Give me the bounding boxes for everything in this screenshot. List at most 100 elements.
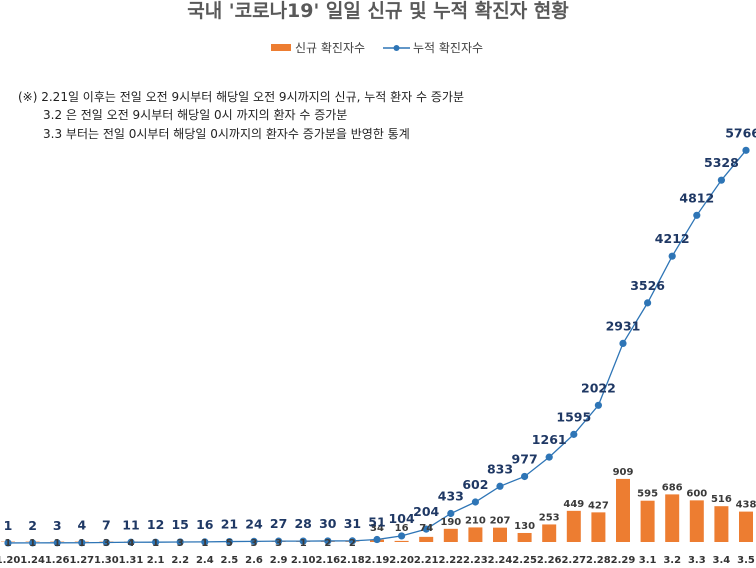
cumulative-point	[250, 537, 258, 545]
cumulative-point	[693, 211, 701, 219]
cumulative-point	[299, 537, 307, 545]
new-cases-bar	[468, 527, 483, 542]
cumulative-point	[422, 525, 430, 533]
cumulative-label: 2931	[606, 318, 641, 333]
cumulative-point	[742, 146, 750, 154]
new-cases-label: 3	[275, 538, 282, 549]
note-line-3: 3.3 부터는 전일 0시부터 해당일 0시까지의 환자수 증가분을 반영한 통…	[43, 127, 410, 141]
cumulative-label: 433	[438, 489, 464, 504]
x-tick-label: 2.2	[171, 555, 189, 566]
new-cases-bar	[443, 528, 458, 542]
new-cases-bars	[1, 478, 753, 542]
cumulative-labels: 1 2 3 4 7 11 12 15 16 21 24 27 28 30 31 51 1042044336028…	[4, 125, 756, 533]
cumulative-point	[545, 453, 553, 461]
cumulative-label: 28	[294, 516, 311, 531]
x-tick-label: 2.19	[365, 555, 390, 566]
cumulative-point	[324, 537, 332, 545]
cumulative-point	[348, 537, 356, 545]
cumulative-label: 30	[319, 516, 337, 531]
cumulative-point	[275, 537, 283, 545]
x-tick-label: 2.20	[389, 555, 414, 566]
new-cases-bar	[419, 536, 434, 542]
cumulative-label: 204	[413, 504, 439, 519]
x-tick-label: 2.21	[414, 555, 439, 566]
new-cases-label: 130	[514, 521, 535, 532]
cumulative-label: 2	[28, 518, 37, 533]
new-cases-label: 516	[711, 494, 732, 505]
legend-new-label: 신규 확진자수	[295, 41, 365, 55]
cumulative-label: 602	[462, 477, 488, 492]
new-cases-bar	[566, 510, 581, 542]
cumulative-point	[201, 538, 209, 546]
cumulative-point	[398, 532, 406, 540]
new-cases-label: 207	[490, 516, 511, 527]
x-tick-label: 3.4	[713, 555, 731, 566]
new-cases-bar	[591, 512, 606, 542]
x-tick-label: 3.3	[688, 555, 706, 566]
new-cases-label: 1	[78, 538, 85, 549]
cumulative-point	[225, 537, 233, 546]
new-cases-label: 1	[300, 538, 307, 549]
new-cases-bar	[665, 494, 680, 542]
cumulative-polyline	[7, 149, 747, 544]
new-cases-label: 686	[662, 482, 683, 493]
x-tick-label: 2.27	[561, 555, 586, 566]
cumulative-point	[521, 472, 529, 481]
chart-title: 국내 '코로나19' 일일 신규 및 누적 확진자 현황	[187, 0, 569, 22]
new-cases-bar	[616, 478, 630, 542]
new-cases-bar	[714, 506, 729, 542]
x-tick-label: 2.10	[291, 555, 316, 566]
new-cases-label: 3	[251, 538, 258, 549]
cumulative-label: 977	[512, 451, 538, 466]
cumulative-label: 3	[53, 518, 62, 533]
cumulative-label: 12	[147, 517, 164, 532]
cumulative-label: 31	[344, 516, 361, 531]
x-tick-label: 3.2	[663, 555, 681, 566]
cumulative-label: 1	[4, 518, 13, 533]
new-cases-label: 2	[349, 538, 356, 549]
cumulative-label: 1595	[556, 409, 591, 424]
cumulative-point	[373, 535, 381, 544]
x-tick-label: 2.23	[463, 555, 488, 566]
legend-new-swatch	[271, 44, 291, 51]
new-cases-label: 600	[686, 488, 707, 499]
cumulative-line-series	[4, 146, 750, 547]
x-tick-label: 1.31	[119, 555, 144, 566]
cumulative-point	[78, 539, 86, 547]
cumulative-label: 51	[368, 515, 385, 530]
new-cases-label: 438	[736, 500, 756, 511]
cumulative-point	[619, 339, 627, 347]
new-cases-label: 909	[613, 467, 634, 478]
x-tick-label: 1.24	[20, 555, 45, 566]
cumulative-label: 104	[389, 511, 415, 526]
cumulative-point	[102, 538, 110, 547]
cumulative-point	[4, 539, 12, 547]
new-cases-bar	[542, 524, 557, 542]
new-cases-label: 190	[440, 517, 461, 528]
x-tick-label: 2.9	[270, 555, 288, 566]
cumulative-label: 4	[77, 518, 86, 533]
new-cases-label: 74	[419, 523, 433, 534]
cumulative-label: 2022	[581, 380, 616, 395]
new-cases-label: 5	[226, 538, 233, 549]
cumulative-point	[668, 252, 676, 260]
cumulative-label: 833	[487, 461, 513, 476]
new-cases-bar	[517, 532, 532, 542]
x-tick-label: 2.22	[438, 555, 463, 566]
x-tick-label: 2.28	[586, 555, 611, 566]
cumulative-point	[28, 539, 37, 547]
note-line-1: (※) 2.21일 이후는 전일 오전 9시부터 해당일 오전 9시까지의 신규…	[18, 90, 464, 104]
x-tick-label: 2.29	[611, 555, 636, 566]
cumulative-label: 5328	[704, 155, 739, 170]
x-tick-label: 3.1	[639, 555, 657, 566]
cumulative-label: 7	[102, 518, 111, 533]
new-cases-label: 427	[588, 500, 609, 511]
cumulative-label: 4812	[679, 190, 714, 205]
cumulative-point	[717, 176, 726, 184]
new-cases-bar	[493, 527, 507, 542]
cumulative-label: 5766	[725, 125, 756, 140]
new-cases-label: 1	[29, 538, 36, 549]
x-tick-label: 2.5	[221, 555, 239, 566]
x-tick-label: 2.1	[147, 555, 165, 566]
